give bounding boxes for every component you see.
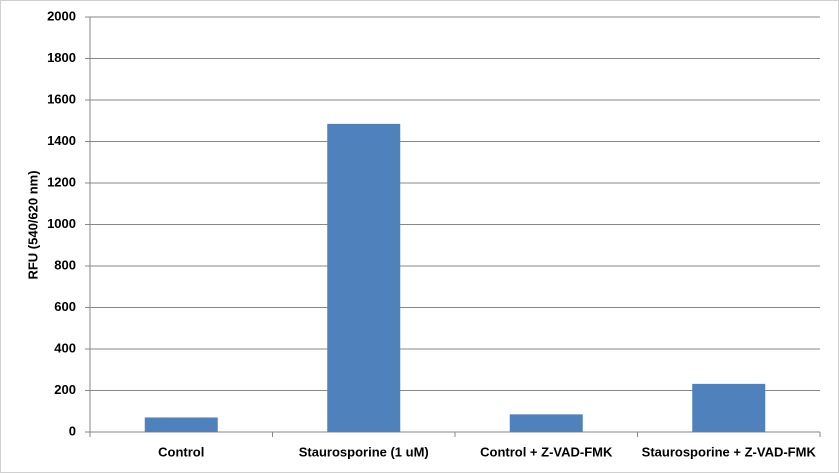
y-tick-label: 1800 <box>47 50 76 65</box>
y-tick-label: 800 <box>54 257 76 272</box>
y-tick-label: 600 <box>54 299 76 314</box>
y-tick-label: 1000 <box>47 216 76 231</box>
bar <box>327 123 401 433</box>
y-tick-label: 400 <box>54 340 76 355</box>
x-tick-label: Control + Z-VAD-FMK <box>480 444 613 459</box>
y-tick-label: 0 <box>69 423 76 438</box>
y-axis-label: RFU (540/620 nm) <box>25 170 40 279</box>
x-tick-label: Staurosporine + Z-VAD-FMK <box>642 444 817 459</box>
bar <box>144 417 218 432</box>
y-tick-label: 1600 <box>47 91 76 106</box>
bar <box>509 414 583 432</box>
bar <box>692 383 766 432</box>
x-tick-label: Staurosporine (1 uM) <box>299 444 429 459</box>
y-tick-label: 200 <box>54 382 76 397</box>
y-tick-label: 1400 <box>47 133 76 148</box>
y-tick-label: 1200 <box>47 174 76 189</box>
x-tick-label: Control <box>158 444 204 459</box>
y-tick-label: 2000 <box>47 8 76 23</box>
